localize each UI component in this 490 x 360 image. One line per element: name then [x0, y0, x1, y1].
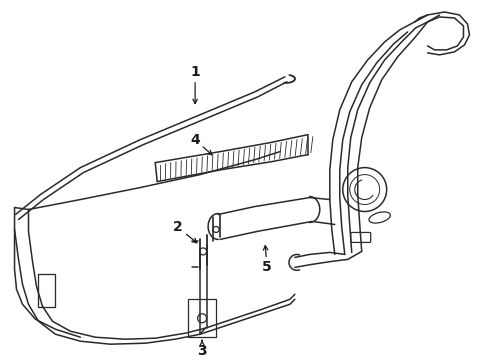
Bar [188, 299, 216, 337]
Text: 2: 2 [173, 220, 183, 234]
Text: 3: 3 [197, 344, 207, 358]
Text: 1: 1 [190, 65, 200, 79]
Text: 4: 4 [190, 133, 200, 147]
Text: 5: 5 [262, 260, 272, 274]
